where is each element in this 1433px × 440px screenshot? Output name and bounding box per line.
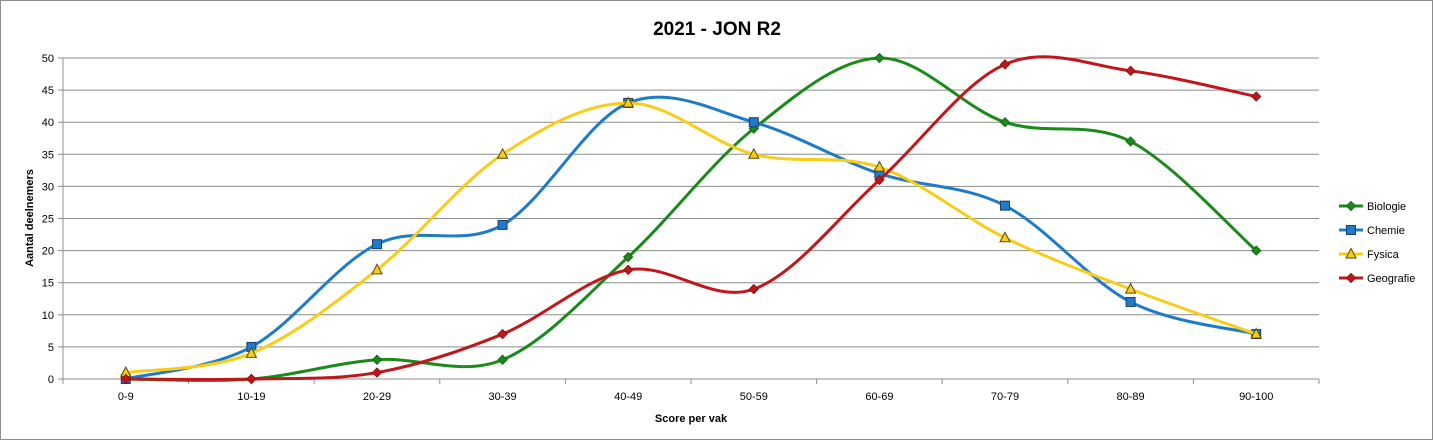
x-tick-label: 30-39 [489,391,517,403]
legend-item-biologie: Biologie [1339,200,1406,213]
x-axis-label: Score per vak [655,413,728,425]
data-point-geografie [120,373,132,385]
series-line-chemie [125,95,1257,381]
data-point-geografie [1250,91,1262,102]
data-point-fysica [747,147,760,159]
data-point-fysica [999,231,1011,243]
data-point-fysica [245,346,258,358]
series-chemie [120,95,1262,384]
data-point-chemie [497,219,508,230]
data-point-fysica [371,263,383,275]
chart-title: 2021 - JON R2 [653,19,781,40]
data-point-fysica [873,160,886,172]
x-tick-label: 50-59 [740,391,768,403]
data-point-geografie [497,328,508,340]
series-fysica [119,96,1263,378]
series-geografie [120,55,1262,385]
y-tick-label: 40 [42,117,54,129]
series-line-biologie [125,56,1258,382]
x-tick-label: 80-89 [1117,391,1145,403]
legend-label: Fysica [1367,249,1400,261]
data-point-geografie [748,283,760,295]
data-point-geografie [999,59,1011,70]
data-point-fysica [1124,282,1137,294]
series-line-fysica [125,101,1257,375]
legend-marker [1346,225,1356,235]
data-point-biologie [874,52,885,64]
data-point-geografie [246,373,257,385]
data-point-geografie [622,264,634,276]
legend-item-geografie: Geografie [1339,272,1415,285]
data-point-biologie [622,251,634,263]
data-point-fysica [622,96,635,108]
x-tick-label: 10-19 [237,391,265,403]
series-line-geografie [125,55,1257,381]
axes: 0 5 10 15 20 25 30 35 40 45 50 0-9 10-19 20-29 30-39 40… [42,53,1320,403]
data-point-geografie [371,367,383,378]
y-tick-label: 15 [42,278,54,290]
data-point-chemie [1000,200,1010,211]
legend-marker [1345,247,1357,259]
legend: Biologie Chemie Fysica Geografie [1339,200,1415,285]
y-axis-label: Aantal deelnemers [24,169,36,267]
x-tick-label: 40-49 [614,391,642,403]
data-point-biologie [497,354,508,365]
y-tick-label: 20 [42,246,54,258]
y-tick-label: 35 [42,149,54,161]
data-point-chemie [748,117,759,128]
y-tick-label: 10 [42,310,54,322]
legend-marker [1345,200,1357,212]
legend-item-chemie: Chemie [1339,225,1405,237]
x-tick-label: 70-79 [991,391,1019,403]
legend-label: Geografie [1367,273,1415,285]
x-tick-label: 0-9 [118,391,134,403]
data-point-fysica [1250,327,1263,339]
x-tick-label: 60-69 [865,391,893,403]
data-point-geografie [874,174,885,186]
y-tick-label: 5 [48,342,54,354]
data-point-biologie [1250,245,1262,256]
data-point-biologie [999,116,1011,128]
x-tick-label: 90-100 [1239,391,1273,403]
legend-marker [1345,272,1357,284]
y-tick-label: 50 [42,53,54,65]
x-tick-label: 20-29 [363,391,391,403]
data-point-biologie [371,354,383,365]
series-group [119,52,1263,385]
y-tick-label: 25 [42,214,54,226]
legend-label: Biologie [1367,201,1406,213]
y-tick-label: 0 [48,374,54,386]
data-point-fysica [496,147,509,159]
data-point-chemie [372,239,382,250]
y-tick-label: 30 [42,181,54,193]
data-point-biologie [1125,136,1136,147]
data-point-chemie [1125,296,1136,307]
legend-item-fysica: Fysica [1339,247,1400,261]
y-tick-label: 45 [42,85,54,97]
data-point-geografie [1125,65,1136,77]
legend-label: Chemie [1367,225,1405,237]
gridlines [63,57,1319,380]
